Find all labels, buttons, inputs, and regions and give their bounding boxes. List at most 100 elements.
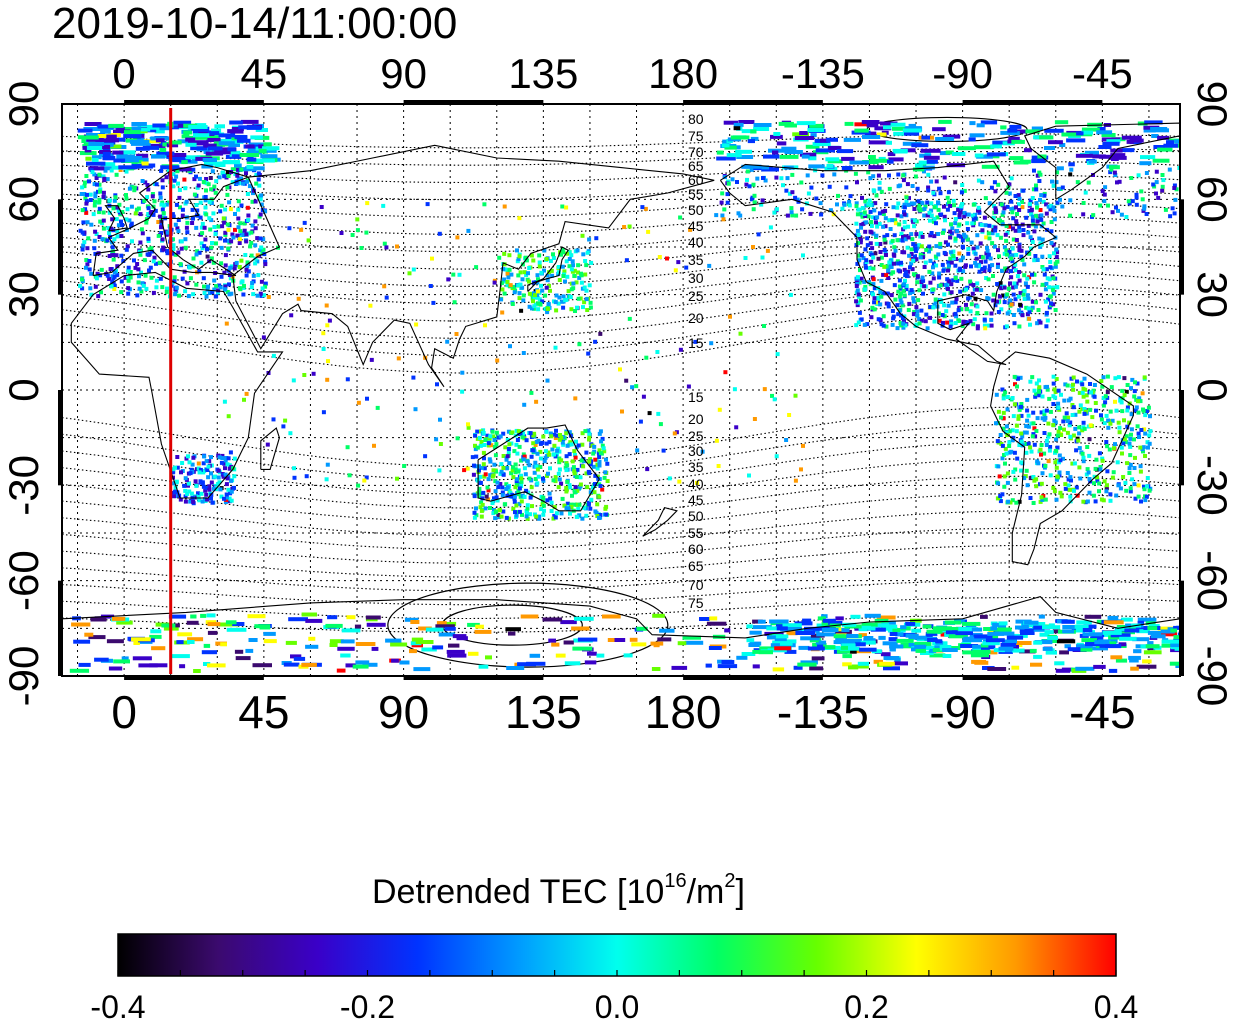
tec-pixel: [928, 315, 932, 320]
tec-pixel: [102, 176, 107, 181]
tec-pixel: [886, 301, 891, 306]
tec-pixel: [132, 656, 152, 661]
tec-pixel: [990, 144, 1002, 149]
tec-pixel: [533, 443, 538, 447]
tec-pixel: [554, 433, 559, 438]
tec-pixel: [1136, 173, 1141, 178]
tec-pixel: [452, 634, 467, 639]
tec-pixel: [221, 474, 226, 479]
tec-pixel: [951, 152, 966, 156]
tec-pixel: [826, 137, 838, 142]
tec-pixel: [1083, 190, 1088, 195]
tec-pixel: [1025, 276, 1030, 281]
tec-pixel: [1033, 394, 1038, 399]
tec-pixel: [1067, 647, 1081, 652]
tec-pixel: [1013, 382, 1017, 387]
tec-pixel: [941, 268, 946, 273]
tec-pixel: [717, 407, 722, 412]
tec-pixel: [560, 440, 565, 445]
tec-pixel: [504, 487, 509, 491]
tec-pixel: [591, 464, 596, 469]
tec-pixel: [88, 286, 93, 291]
tec-pixel: [207, 663, 226, 668]
tec-pixel: [956, 308, 961, 313]
tec-pixel: [995, 233, 1000, 238]
tec-pixel: [956, 207, 961, 212]
tec-pixel: [1129, 427, 1134, 432]
tec-pixel: [995, 282, 1000, 286]
tec-pixel: [624, 378, 629, 383]
tec-pixel: [656, 411, 661, 416]
tec-pixel: [356, 400, 361, 405]
tec-pixel: [114, 172, 119, 177]
tec-pixel: [539, 270, 544, 275]
tec-pixel: [1071, 433, 1076, 438]
tec-pixel: [250, 199, 255, 204]
tec-pixel: [247, 184, 252, 189]
tec-pixel: [253, 243, 258, 248]
tec-pixel: [477, 491, 482, 496]
frame-bar: [124, 675, 264, 680]
tec-pixel: [1015, 456, 1020, 461]
tec-pixel: [494, 469, 498, 474]
tec-pixel: [1075, 628, 1085, 633]
tec-pixel: [1132, 466, 1137, 470]
tec-pixel: [217, 175, 222, 180]
tec-pixel: [887, 186, 892, 191]
tec-pixel: [947, 263, 951, 268]
tec-pixel: [549, 500, 554, 505]
tec-pixel: [216, 288, 221, 293]
tec-pixel: [695, 480, 699, 485]
tec-pixel: [514, 428, 519, 433]
tec-pixel: [521, 457, 526, 462]
tec-pixel: [495, 498, 500, 503]
tec-pixel: [995, 631, 1015, 636]
tec-pixel: [1005, 204, 1010, 209]
tec-pixel: [222, 160, 241, 165]
tec-pixel: [171, 125, 179, 130]
tec-pixel: [161, 271, 166, 276]
tec-pixel: [1062, 629, 1075, 634]
contour-label: 35: [688, 252, 704, 268]
tec-pixel: [1052, 489, 1057, 494]
tec-pixel: [85, 262, 90, 267]
tec-pixel: [499, 297, 503, 302]
tec-pixel: [1005, 311, 1010, 316]
tec-pixel: [501, 509, 506, 514]
tec-pixel: [202, 225, 207, 230]
tec-pixel: [1084, 150, 1099, 155]
tec-pixel: [870, 215, 875, 220]
tec-pixel: [887, 152, 896, 157]
tec-pixel: [1030, 272, 1034, 277]
tec-pixel: [855, 261, 860, 266]
tec-pixel: [873, 251, 878, 256]
tec-pixel: [509, 272, 514, 277]
tec-pixel: [915, 280, 920, 285]
tec-pixel: [138, 212, 143, 217]
tec-pixel: [537, 514, 541, 519]
tec-pixel: [859, 647, 877, 652]
tec-pixel: [537, 297, 542, 302]
tec-pixel: [452, 300, 457, 305]
tec-pixel: [137, 124, 154, 129]
tec-pixel: [1037, 385, 1042, 390]
tec-pixel: [1028, 322, 1032, 327]
tec-pixel: [927, 638, 938, 642]
tec-pixel: [854, 201, 859, 206]
tec-pixel: [497, 515, 502, 520]
tec-pixel: [931, 265, 935, 270]
tec-pixel: [1110, 655, 1123, 660]
tec-pixel: [364, 230, 369, 235]
tec-pixel: [91, 212, 96, 217]
tec-pixel: [1075, 379, 1079, 384]
tec-pixel: [856, 300, 861, 305]
tec-pixel: [88, 192, 93, 197]
tec-pixel: [1034, 187, 1039, 192]
right-lat-tick: 0: [1189, 378, 1236, 401]
tec-pixel: [131, 122, 147, 126]
tec-pixel: [971, 213, 975, 218]
tec-pixel: [884, 324, 889, 329]
tec-pixel: [571, 626, 590, 631]
tec-pixel: [485, 485, 490, 490]
tec-pixel: [113, 129, 132, 134]
